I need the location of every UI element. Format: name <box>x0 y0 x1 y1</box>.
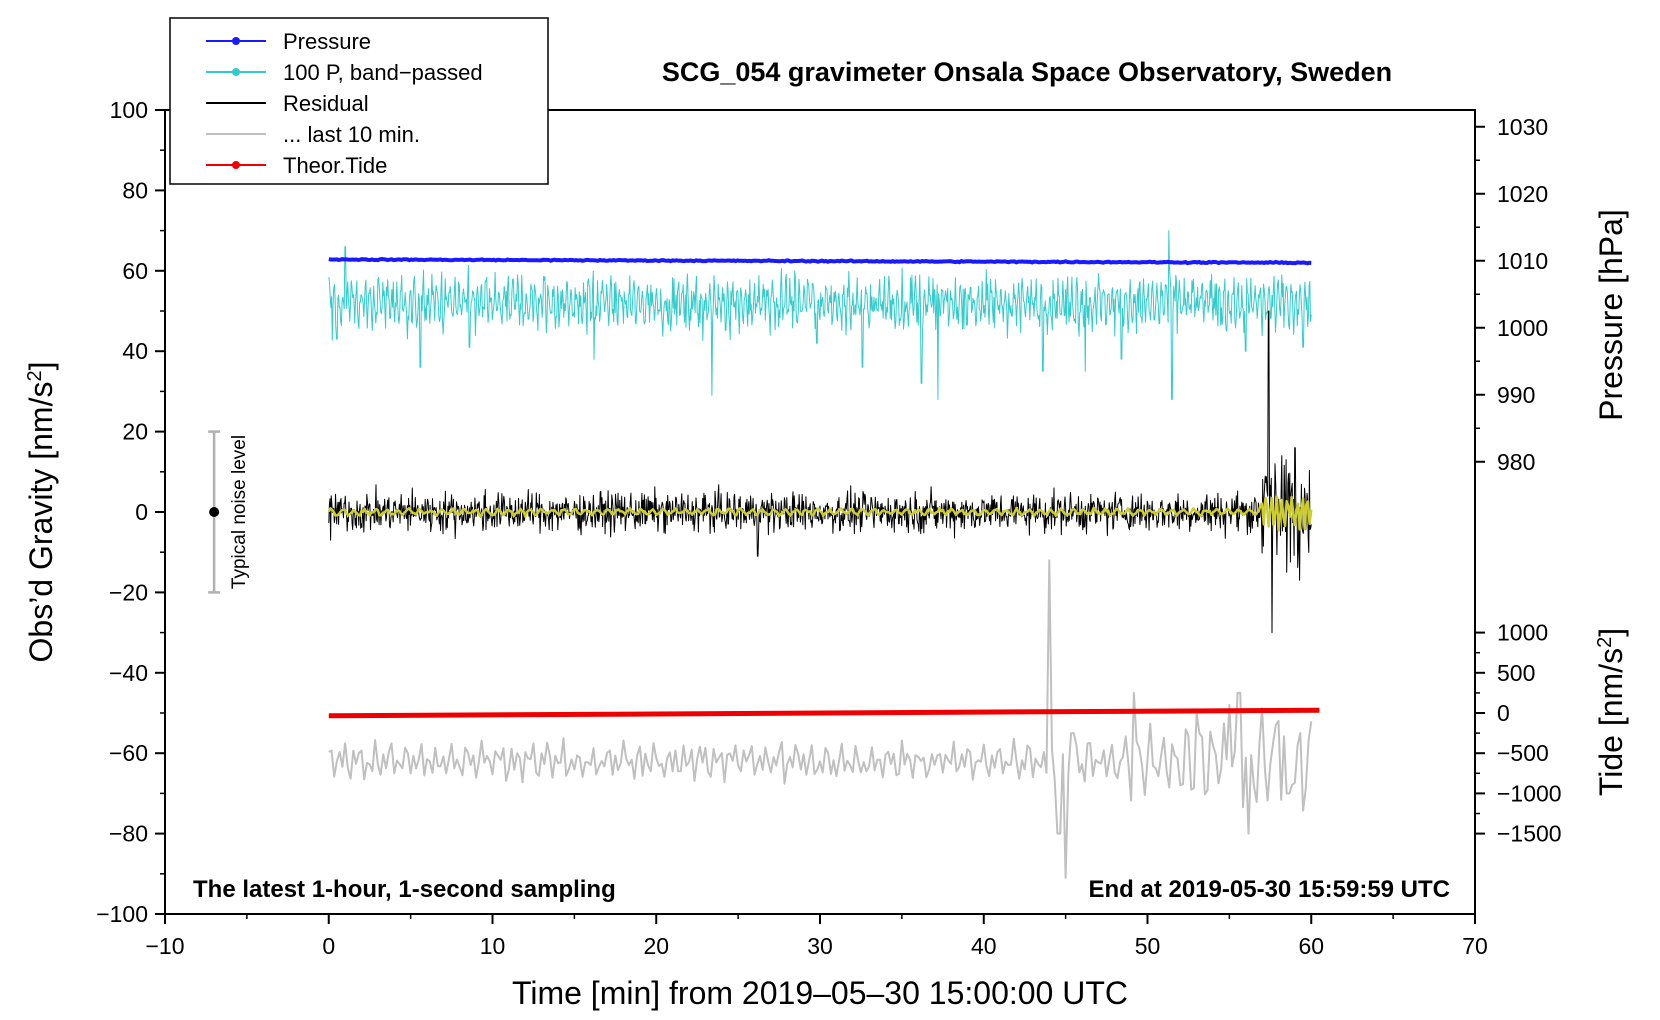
x-tick-label: 20 <box>643 933 669 959</box>
x-tick-label: 30 <box>807 933 833 959</box>
y-left-label-superscript: 2 <box>24 370 46 381</box>
x-tick-label: 40 <box>971 933 997 959</box>
legend-swatch-marker <box>232 68 240 76</box>
y-tide-tick-label: −1000 <box>1497 780 1562 806</box>
legend-swatch-marker <box>232 161 240 169</box>
y-pressure-tick-label: 1010 <box>1497 248 1548 274</box>
x-tick-label: −10 <box>145 933 184 959</box>
y-tide-label-superscript: 2 <box>1594 637 1616 648</box>
legend: Pressure 100 P, band−passed Residual ... la… <box>169 17 549 185</box>
x-tick-label: 70 <box>1462 933 1488 959</box>
y-left-tick-label: 80 <box>122 177 148 203</box>
y-pressure-tick-label: 990 <box>1497 382 1535 408</box>
series-layer <box>327 230 1320 879</box>
y-left-tick-label: 20 <box>122 419 148 445</box>
y-left-axis-label: Obs’d Gravity [nm/s2] <box>23 362 59 663</box>
y-tide-tick-label: −1500 <box>1497 821 1562 847</box>
x-tick-label: 50 <box>1135 933 1161 959</box>
y-pressure-tick-label: 1020 <box>1497 181 1548 207</box>
noise-label: Typical noise level <box>229 435 250 589</box>
y-left-tick-label: 100 <box>110 97 148 123</box>
pressure-line <box>328 257 1312 266</box>
legend-entry-label: Theor.Tide <box>283 153 387 178</box>
y-left-tick-label: −80 <box>109 821 148 847</box>
residual-line <box>328 310 1312 634</box>
y-tide-tick-label: 500 <box>1497 660 1535 686</box>
legend-swatch-marker <box>232 37 240 45</box>
x-axis-ticks: −10 0 10 20 30 40 50 60 70 <box>145 914 1488 959</box>
y-left-tick-label: 40 <box>122 338 148 364</box>
last-10-min-line <box>328 559 1313 879</box>
y-pressure-tick-label: 980 <box>1497 449 1535 475</box>
band-passed-pressure-line <box>328 230 1312 400</box>
y-pressure-tick-label: 1030 <box>1497 114 1548 140</box>
legend-entry-label: Residual <box>283 91 369 116</box>
x-axis-label: Time [min] from 2019–05–30 15:00:00 UTC <box>512 975 1128 1011</box>
y-left-tick-label: −60 <box>109 740 148 766</box>
x-tick-label: 0 <box>322 933 335 959</box>
x-tick-label: 60 <box>1298 933 1324 959</box>
y-pressure-tick-label: 1000 <box>1497 315 1548 341</box>
y-pressure-axis-ticks: 980 990 1000 1010 1020 1030 <box>1475 114 1548 475</box>
y-tide-tick-label: −500 <box>1497 740 1549 766</box>
legend-entry-label: ... last 10 min. <box>283 122 420 147</box>
y-left-tick-label: 0 <box>135 499 148 525</box>
residual-smoothed-line <box>327 495 1313 532</box>
noise-indicator: Typical noise level <box>208 430 250 594</box>
y-tide-axis-ticks: −1500 −1000 −500 0 500 1000 <box>1475 620 1562 847</box>
chart-title: SCG_054 gravimeter Onsala Space Observat… <box>662 57 1392 87</box>
y-left-tick-label: 60 <box>122 258 148 284</box>
theoretical-tide-line <box>328 707 1320 719</box>
legend-entry-label: Pressure <box>283 29 371 54</box>
y-left-tick-label: −20 <box>109 579 148 605</box>
legend-entry-label: 100 P, band−passed <box>283 60 483 85</box>
annotation-left: The latest 1-hour, 1-second sampling <box>193 876 616 903</box>
y-tide-tick-label: 1000 <box>1497 620 1548 646</box>
x-tick-label: 10 <box>480 933 506 959</box>
y-pressure-axis-label: Pressure [hPa] <box>1593 209 1629 421</box>
y-left-axis-ticks: −100 −80 −60 −40 −20 0 20 40 60 80 100 <box>96 97 165 927</box>
annotation-right: End at 2019-05-30 15:59:59 UTC <box>1089 876 1451 903</box>
y-tide-tick-label: 0 <box>1497 700 1510 726</box>
y-tide-axis-label: Tide [nm/s2] <box>1593 628 1629 796</box>
legend-box <box>169 17 549 185</box>
noise-center-dot <box>209 507 220 517</box>
y-left-tick-label: −40 <box>109 660 148 686</box>
y-left-tick-label: −100 <box>96 901 148 927</box>
